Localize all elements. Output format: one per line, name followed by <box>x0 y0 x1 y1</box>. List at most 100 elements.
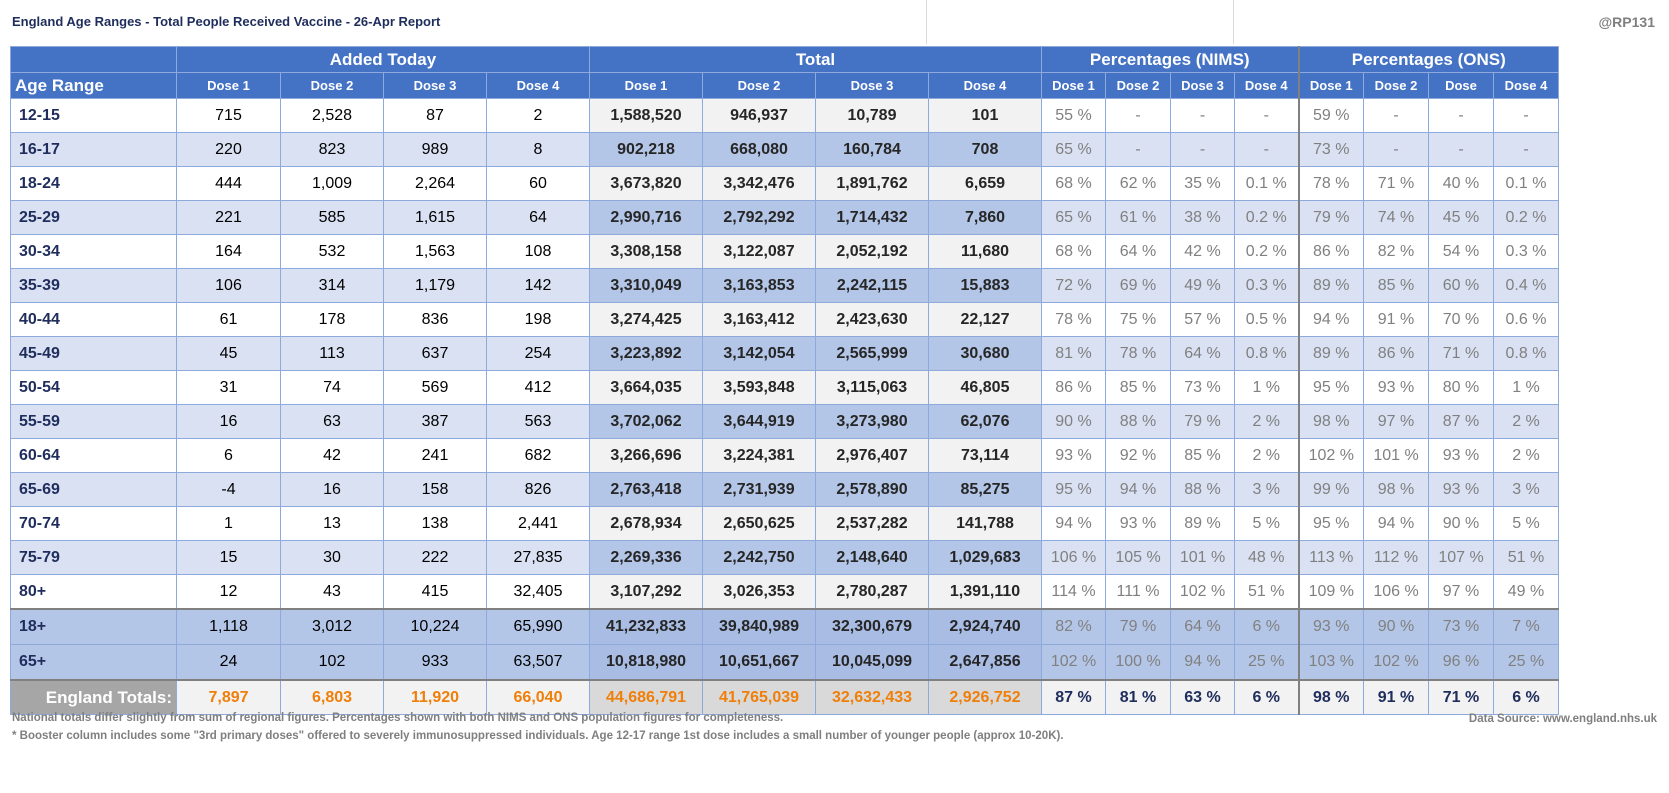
value-cell: 75 % <box>1105 302 1171 337</box>
data-source: Data Source: www.england.nhs.uk <box>1468 713 1657 725</box>
column-header: Dose <box>1428 72 1494 99</box>
value-cell: 81 % <box>1041 336 1106 371</box>
value-cell: 2,650,625 <box>702 506 816 541</box>
value-cell: 112 % <box>1363 540 1429 575</box>
table-row: 50-54 31 74 569 412 3,664,035 3,593,848 3,115,0… <box>10 370 1559 405</box>
value-cell: 98 % <box>1297 679 1364 715</box>
value-cell: 102 % <box>1297 438 1364 473</box>
value-cell: - <box>1170 132 1235 167</box>
value-cell: 78 % <box>1105 336 1171 371</box>
value-cell: 97 % <box>1363 404 1429 439</box>
author-handle: @RP131 <box>1598 14 1655 30</box>
value-cell: 95 % <box>1041 472 1106 507</box>
value-cell: 823 <box>280 132 384 167</box>
value-cell: 141,788 <box>928 506 1042 541</box>
value-cell: 93 % <box>1363 370 1429 405</box>
value-cell: 2,792,292 <box>702 200 816 235</box>
column-header: Dose 3 <box>1170 72 1235 99</box>
value-cell: - <box>1170 98 1235 133</box>
value-cell: 3,026,353 <box>702 574 816 610</box>
age-range-cell: 65-69 <box>10 472 177 507</box>
table-row: 40-44 61 178 836 198 3,274,425 3,163,412 2,423,… <box>10 302 1559 337</box>
value-cell: 10,224 <box>383 608 487 645</box>
value-cell: 98 % <box>1297 404 1364 439</box>
value-cell: 65,990 <box>486 608 590 645</box>
value-cell: 158 <box>383 472 487 507</box>
column-header: Dose 2 <box>1105 72 1171 99</box>
value-cell: 1 % <box>1234 370 1299 405</box>
value-cell: 49 % <box>1493 574 1559 610</box>
value-cell: 5 % <box>1493 506 1559 541</box>
value-cell: 3,274,425 <box>589 302 703 337</box>
value-cell: 85 % <box>1363 268 1429 303</box>
value-cell: 387 <box>383 404 487 439</box>
value-cell: 2 % <box>1493 438 1559 473</box>
value-cell: 93 % <box>1041 438 1106 473</box>
value-cell: 198 <box>486 302 590 337</box>
value-cell: 96 % <box>1428 644 1494 681</box>
value-cell: 102 % <box>1170 574 1235 610</box>
table-row: 45-49 45 113 637 254 3,223,892 3,142,054 2,565,… <box>10 336 1559 371</box>
value-cell: 32,405 <box>486 574 590 610</box>
value-cell: 3,163,412 <box>702 302 816 337</box>
value-cell: 97 % <box>1428 574 1494 610</box>
value-cell: 71 % <box>1428 336 1494 371</box>
value-cell: 107 % <box>1428 540 1494 575</box>
value-cell: 31 <box>176 370 281 405</box>
value-cell: 1,714,432 <box>815 200 929 235</box>
value-cell: 43 <box>280 574 384 610</box>
divider <box>926 0 927 44</box>
value-cell: 6 <box>176 438 281 473</box>
value-cell: 3 % <box>1234 472 1299 507</box>
value-cell: 22,127 <box>928 302 1042 337</box>
value-cell: 2,537,282 <box>815 506 929 541</box>
value-cell: 87 % <box>1041 679 1106 715</box>
table-row: 60-64 6 42 241 682 3,266,696 3,224,381 2,976,40… <box>10 438 1559 473</box>
value-cell: 45 <box>176 336 281 371</box>
value-cell: 51 % <box>1493 540 1559 575</box>
value-cell: 1,891,762 <box>815 166 929 201</box>
value-cell: 415 <box>383 574 487 610</box>
age-range-cell: 70-74 <box>10 506 177 541</box>
value-cell: 3,702,062 <box>589 404 703 439</box>
value-cell: 532 <box>280 234 384 269</box>
age-range-cell: 25-29 <box>10 200 177 235</box>
value-cell: 221 <box>176 200 281 235</box>
age-range-cell: England Totals: <box>10 679 177 715</box>
value-cell: 2 % <box>1234 438 1299 473</box>
summary-row: 65+ 24 102 933 63,507 10,818,980 10,651,667 10,… <box>10 644 1559 681</box>
value-cell: 106 % <box>1041 540 1106 575</box>
value-cell: 60 <box>486 166 590 201</box>
value-cell: 10,045,099 <box>815 644 929 681</box>
value-cell: 93 % <box>1297 608 1364 645</box>
value-cell: 3,224,381 <box>702 438 816 473</box>
value-cell: 2 <box>486 98 590 133</box>
value-cell: 101 % <box>1170 540 1235 575</box>
value-cell: 109 % <box>1297 574 1364 610</box>
value-cell: 68 % <box>1041 166 1106 201</box>
value-cell: 57 % <box>1170 302 1235 337</box>
value-cell: 94 % <box>1363 506 1429 541</box>
value-cell: 70 % <box>1428 302 1494 337</box>
table-row: 35-39 106 314 1,179 142 3,310,049 3,163,853 2,2… <box>10 268 1559 303</box>
value-cell: 2,269,336 <box>589 540 703 575</box>
value-cell: 61 <box>176 302 281 337</box>
value-cell: 108 <box>486 234 590 269</box>
value-cell: 2,990,716 <box>589 200 703 235</box>
value-cell: 3,163,853 <box>702 268 816 303</box>
value-cell: 113 % <box>1297 540 1364 575</box>
value-cell: 73 % <box>1170 370 1235 405</box>
value-cell: 64 % <box>1170 336 1235 371</box>
value-cell: 254 <box>486 336 590 371</box>
value-cell: 42 <box>280 438 384 473</box>
value-cell: 79 % <box>1297 200 1364 235</box>
value-cell: 1,391,110 <box>928 574 1042 610</box>
value-cell: 0.1 % <box>1234 166 1299 201</box>
table-row: 25-29 221 585 1,615 64 2,990,716 2,792,292 1,71… <box>10 200 1559 235</box>
value-cell: 2,528 <box>280 98 384 133</box>
value-cell: 24 <box>176 644 281 681</box>
value-cell: 8 <box>486 132 590 167</box>
value-cell: - <box>1493 132 1559 167</box>
value-cell: 2,647,856 <box>928 644 1042 681</box>
value-cell: 3,310,049 <box>589 268 703 303</box>
